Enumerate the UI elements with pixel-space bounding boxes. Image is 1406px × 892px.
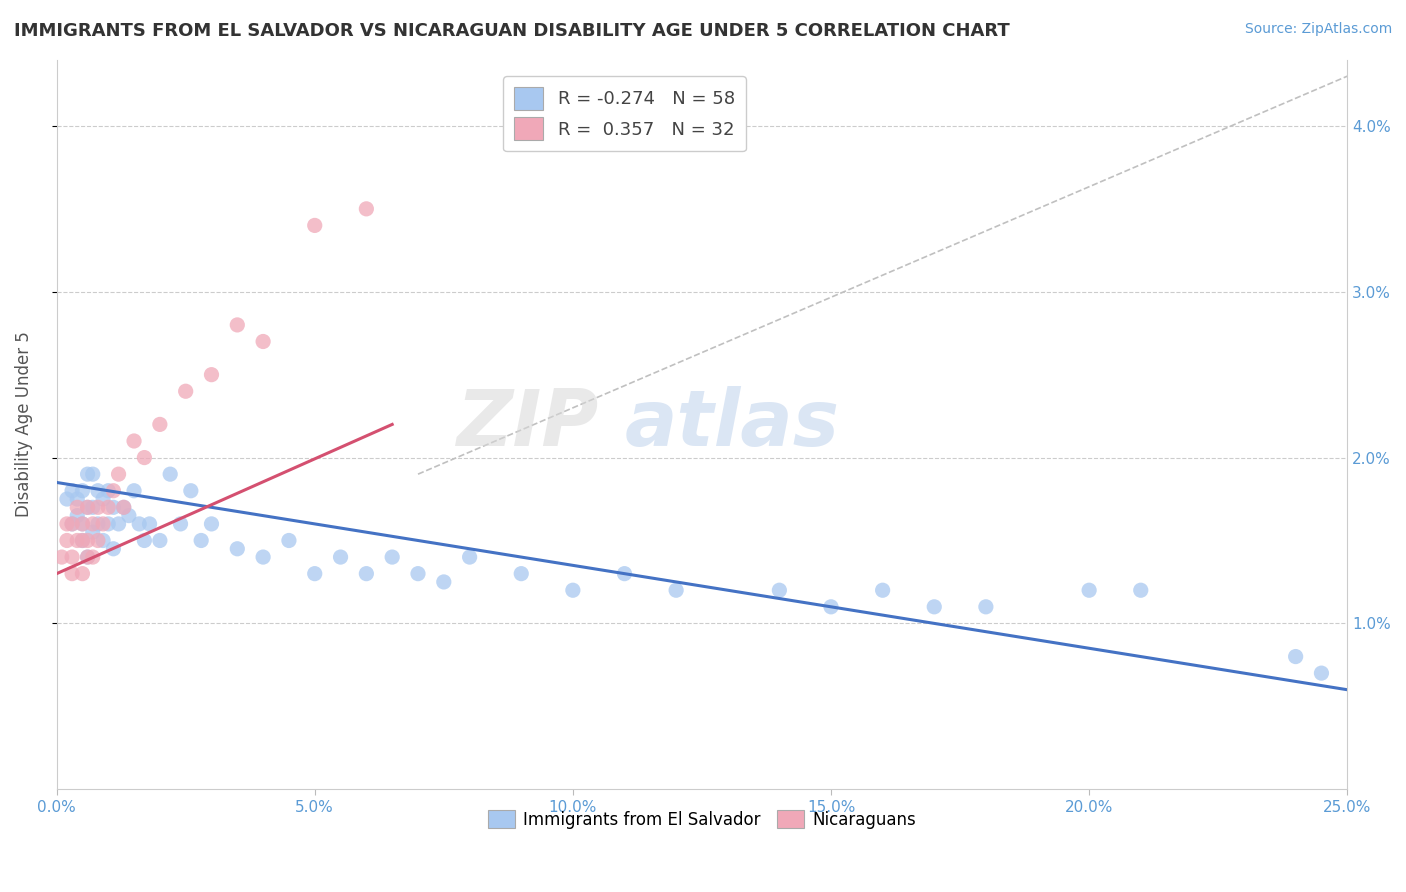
Point <box>138 516 160 531</box>
Point <box>112 500 135 515</box>
Point <box>613 566 636 581</box>
Point <box>159 467 181 482</box>
Point <box>87 500 110 515</box>
Point <box>122 483 145 498</box>
Point <box>82 525 104 540</box>
Point <box>97 516 120 531</box>
Point <box>103 483 125 498</box>
Point <box>329 550 352 565</box>
Point <box>72 516 94 531</box>
Point <box>226 541 249 556</box>
Point <box>72 533 94 548</box>
Point <box>72 483 94 498</box>
Point <box>406 566 429 581</box>
Point <box>76 467 98 482</box>
Point <box>82 516 104 531</box>
Text: Source: ZipAtlas.com: Source: ZipAtlas.com <box>1244 22 1392 37</box>
Y-axis label: Disability Age Under 5: Disability Age Under 5 <box>15 332 32 517</box>
Point <box>304 219 326 233</box>
Point <box>118 508 141 523</box>
Legend: Immigrants from El Salvador, Nicaraguans: Immigrants from El Salvador, Nicaraguans <box>481 804 922 836</box>
Point <box>60 550 83 565</box>
Point <box>76 550 98 565</box>
Point <box>91 516 114 531</box>
Point <box>87 516 110 531</box>
Point <box>820 599 842 614</box>
Point <box>60 483 83 498</box>
Point <box>974 599 997 614</box>
Point <box>66 491 89 506</box>
Point <box>72 566 94 581</box>
Point <box>458 550 481 565</box>
Point <box>112 500 135 515</box>
Point <box>149 533 172 548</box>
Point <box>1310 666 1333 681</box>
Point <box>87 533 110 548</box>
Point <box>60 516 83 531</box>
Point <box>226 318 249 332</box>
Point <box>510 566 533 581</box>
Point <box>76 500 98 515</box>
Point <box>356 202 378 216</box>
Point <box>87 483 110 498</box>
Point <box>304 566 326 581</box>
Point <box>134 450 156 465</box>
Text: atlas: atlas <box>624 386 839 462</box>
Point <box>82 500 104 515</box>
Point <box>1129 583 1152 598</box>
Point <box>76 533 98 548</box>
Point <box>190 533 212 548</box>
Point <box>56 491 79 506</box>
Point <box>277 533 299 548</box>
Point <box>122 434 145 448</box>
Point <box>91 491 114 506</box>
Point <box>76 500 98 515</box>
Point <box>381 550 404 565</box>
Point <box>60 566 83 581</box>
Point <box>72 516 94 531</box>
Point <box>433 574 456 589</box>
Point <box>97 483 120 498</box>
Point <box>56 533 79 548</box>
Point <box>252 334 274 349</box>
Point <box>174 384 197 399</box>
Text: ZIP: ZIP <box>457 386 599 462</box>
Point <box>97 500 120 515</box>
Point <box>82 467 104 482</box>
Point <box>91 533 114 548</box>
Point <box>200 368 222 382</box>
Point <box>72 533 94 548</box>
Point <box>66 533 89 548</box>
Point <box>103 500 125 515</box>
Point <box>103 541 125 556</box>
Point <box>356 566 378 581</box>
Point <box>768 583 790 598</box>
Point <box>1078 583 1101 598</box>
Point <box>134 533 156 548</box>
Point <box>169 516 191 531</box>
Point <box>56 516 79 531</box>
Point <box>60 516 83 531</box>
Point <box>66 508 89 523</box>
Point <box>1285 649 1308 664</box>
Point <box>665 583 688 598</box>
Point <box>76 550 98 565</box>
Point <box>180 483 202 498</box>
Point <box>922 599 945 614</box>
Point <box>107 467 129 482</box>
Point <box>82 550 104 565</box>
Text: IMMIGRANTS FROM EL SALVADOR VS NICARAGUAN DISABILITY AGE UNDER 5 CORRELATION CHA: IMMIGRANTS FROM EL SALVADOR VS NICARAGUA… <box>14 22 1010 40</box>
Point <box>149 417 172 432</box>
Point <box>872 583 894 598</box>
Point <box>51 550 73 565</box>
Point <box>107 516 129 531</box>
Point <box>66 500 89 515</box>
Point <box>561 583 583 598</box>
Point <box>252 550 274 565</box>
Point <box>200 516 222 531</box>
Point <box>128 516 150 531</box>
